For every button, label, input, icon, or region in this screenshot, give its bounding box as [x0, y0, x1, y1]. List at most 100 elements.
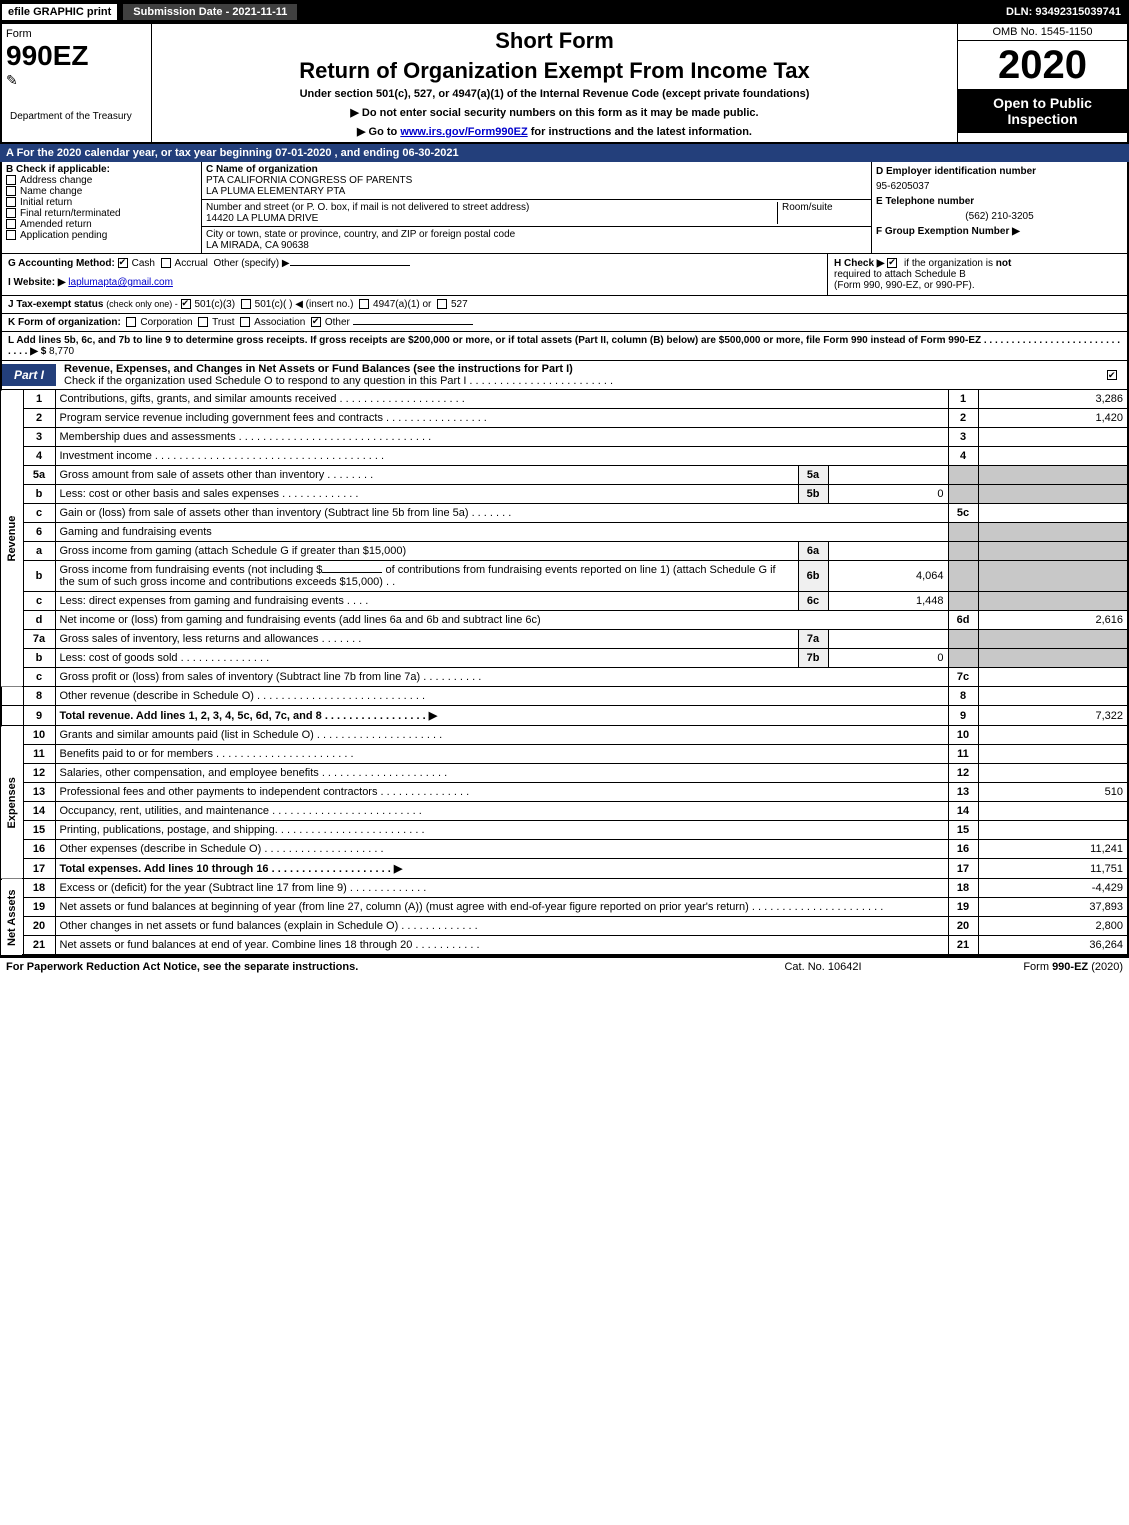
tax-year: 2020 [958, 41, 1127, 89]
line-col: 21 [948, 936, 978, 956]
sub-box-label: 6c [798, 592, 828, 611]
col-h-right: H Check ▶ if the organization is not req… [827, 254, 1127, 295]
label-corporation: Corporation [140, 317, 192, 328]
j-label: J Tax-exempt status [8, 299, 103, 310]
line-col: 4 [948, 447, 978, 466]
sub-box-val: 4,064 [828, 561, 948, 592]
line-col: 16 [948, 840, 978, 859]
checkbox-501c3[interactable] [181, 299, 191, 309]
expenses-table: Expenses 10 Grants and similar amounts p… [0, 726, 1129, 879]
checkbox-corporation[interactable] [126, 317, 136, 327]
line-val: 37,893 [978, 898, 1128, 917]
checkbox-other-org[interactable] [311, 317, 321, 327]
line-7c: c Gross profit or (loss) from sales of i… [1, 668, 1128, 687]
checkbox-association[interactable] [240, 317, 250, 327]
line-col: 17 [948, 859, 978, 879]
accounting-method-row: G Accounting Method: Cash Accrual Other … [8, 258, 821, 269]
line-7a: 7a Gross sales of inventory, less return… [1, 630, 1128, 649]
form-header: Form 990EZ ✎ Department of the Treasury … [0, 24, 1129, 144]
org-name-label: C Name of organization [206, 164, 867, 175]
line-8: 8 Other revenue (describe in Schedule O)… [1, 687, 1128, 706]
line-desc: Gross profit or (loss) from sales of inv… [55, 668, 948, 687]
header-center: Short Form Return of Organization Exempt… [152, 24, 957, 142]
part1-schedule-o-checkbox[interactable] [1107, 369, 1127, 381]
line-desc: Total expenses. Add lines 10 through 16 … [55, 859, 948, 879]
checkbox-cash[interactable] [118, 258, 128, 268]
line-21: 21 Net assets or fund balances at end of… [1, 936, 1128, 956]
sub-box-label: 6b [798, 561, 828, 592]
line-desc: Occupancy, rent, utilities, and maintena… [55, 802, 948, 821]
shaded-cell [978, 561, 1128, 592]
checkbox-address-change[interactable]: Address change [6, 175, 197, 186]
line-val [978, 504, 1128, 523]
website-link[interactable]: laplumapta@gmail.com [68, 277, 173, 288]
line-desc: Less: direct expenses from gaming and fu… [55, 592, 798, 611]
form-container: efile GRAPHIC print Submission Date - 20… [0, 0, 1129, 976]
form-label: Form [6, 28, 147, 40]
part1-tab: Part I [2, 364, 56, 386]
org-name-1: PTA CALIFORNIA CONGRESS OF PARENTS [206, 175, 867, 186]
line-val [978, 764, 1128, 783]
checkbox-trust[interactable] [198, 317, 208, 327]
efile-print-button[interactable]: efile GRAPHIC print [0, 2, 119, 22]
line-col: 3 [948, 428, 978, 447]
checkbox-amended-return[interactable]: Amended return [6, 219, 197, 230]
contributions-input[interactable] [322, 572, 382, 573]
line-col: 12 [948, 764, 978, 783]
h-not: not [996, 258, 1012, 269]
footer-left: For Paperwork Reduction Act Notice, see … [6, 961, 723, 973]
checkbox-4947[interactable] [359, 299, 369, 309]
checkbox-final-return[interactable]: Final return/terminated [6, 208, 197, 219]
k-label: K Form of organization: [8, 317, 121, 328]
label-501c: 501(c)( ) ◀ (insert no.) [255, 299, 354, 310]
checkbox-527[interactable] [437, 299, 447, 309]
checkbox-501c[interactable] [241, 299, 251, 309]
line-num: 11 [23, 745, 55, 764]
line-desc: Excess or (deficit) for the year (Subtra… [55, 879, 948, 898]
label-other-org: Other [325, 317, 350, 328]
checkbox-name-change[interactable]: Name change [6, 186, 197, 197]
line-num: 16 [23, 840, 55, 859]
line-val [978, 745, 1128, 764]
shaded-cell [948, 542, 978, 561]
shaded-cell [978, 466, 1128, 485]
line-desc: Gross income from fundraising events (no… [55, 561, 798, 592]
line-7b: b Less: cost of goods sold . . . . . . .… [1, 649, 1128, 668]
line-val [978, 428, 1128, 447]
line-16: 16 Other expenses (describe in Schedule … [1, 840, 1128, 859]
line-num: 15 [23, 821, 55, 840]
col-c-org: C Name of organization PTA CALIFORNIA CO… [202, 162, 872, 253]
shaded-cell [948, 649, 978, 668]
checkbox-application-pending[interactable]: Application pending [6, 230, 197, 241]
line-12: 12 Salaries, other compensation, and emp… [1, 764, 1128, 783]
sub-box-label: 7b [798, 649, 828, 668]
address-value: 14420 LA PLUMA DRIVE [206, 213, 777, 224]
checkbox-schedule-b[interactable] [887, 258, 897, 268]
org-name-row: C Name of organization PTA CALIFORNIA CO… [202, 162, 871, 200]
line-desc: Membership dues and assessments . . . . … [55, 428, 948, 447]
line-val: 11,751 [978, 859, 1128, 879]
other-specify-input[interactable] [290, 265, 410, 266]
shaded-cell [978, 523, 1128, 542]
form-of-org-row: K Form of organization: Corporation Trus… [0, 314, 1129, 332]
label-527: 527 [451, 299, 468, 310]
revenue-table: Revenue 1 Contributions, gifts, grants, … [0, 390, 1129, 726]
line-desc: Professional fees and other payments to … [55, 783, 948, 802]
form-number: 990EZ [6, 40, 147, 72]
g-label: G Accounting Method: [8, 258, 115, 269]
line-val: 7,322 [978, 706, 1128, 726]
irs-link[interactable]: www.irs.gov/Form990EZ [400, 126, 527, 138]
header-right: OMB No. 1545-1150 2020 Open to Public In… [957, 24, 1127, 142]
other-org-input[interactable] [353, 324, 473, 325]
line-desc: Gain or (loss) from sale of assets other… [55, 504, 948, 523]
checkbox-initial-return[interactable]: Initial return [6, 197, 197, 208]
submission-date-button[interactable]: Submission Date - 2021-11-11 [121, 2, 299, 22]
goto-note: ▶ Go to www.irs.gov/Form990EZ for instru… [160, 125, 949, 138]
line-num: 21 [23, 936, 55, 956]
checkbox-accrual[interactable] [161, 258, 171, 268]
ein-label: D Employer identification number [876, 164, 1123, 179]
line-num: 13 [23, 783, 55, 802]
line-num: c [23, 668, 55, 687]
sub-box-val [828, 542, 948, 561]
address-label: Number and street (or P. O. box, if mail… [206, 202, 777, 213]
